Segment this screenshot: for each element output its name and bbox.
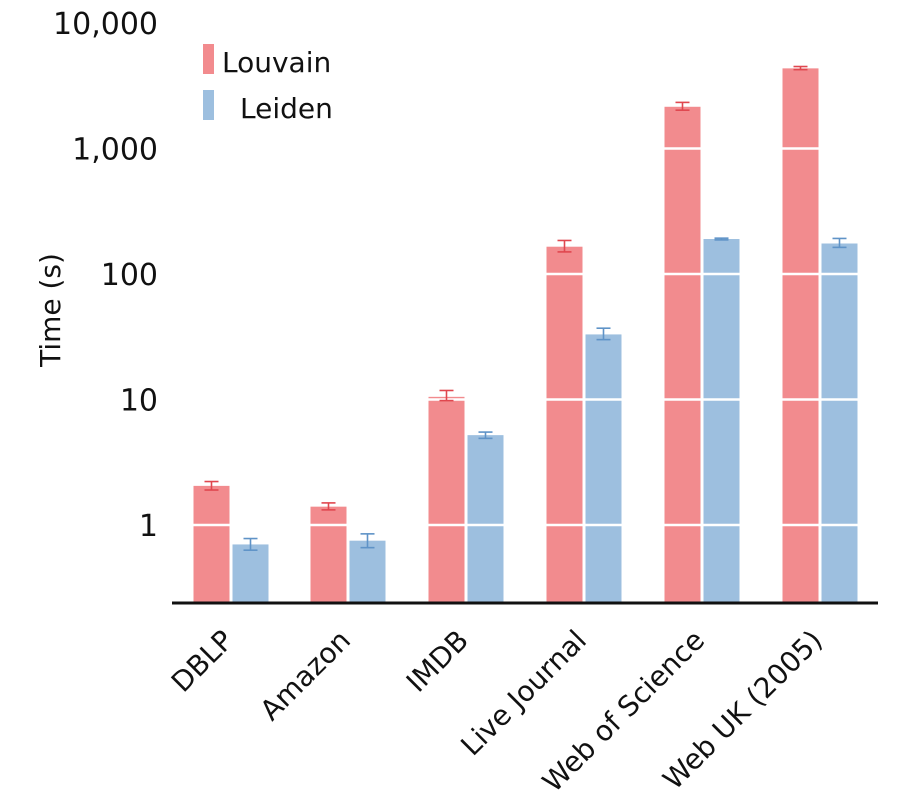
error-bar-louvain-dblp: [204, 480, 219, 491]
x-tick-label-imdb: IMDB: [400, 624, 475, 699]
legend-label-louvain: Louvain: [222, 46, 331, 79]
y-tick-label-10: 10: [120, 384, 158, 419]
error-bar-leiden-web-of-science: [714, 237, 729, 241]
gridlines-layer: [182, 21, 858, 527]
y-tick-label-100: 100: [101, 258, 158, 293]
bar-leiden-dblp: [232, 544, 269, 603]
error-bar-leiden-web-uk-2005: [832, 237, 847, 249]
bar-louvain-web-of-science: [664, 106, 701, 603]
legend: Louvain Leiden: [203, 44, 333, 125]
x-tick-label-amazon: Amazon: [254, 624, 357, 727]
y-tick-labels: 1 10 100 1,000 10,000: [53, 7, 158, 544]
bar-leiden-live-journal: [585, 334, 622, 603]
legend-swatch-louvain: [203, 44, 214, 74]
bar-louvain-web-uk-2005: [782, 68, 819, 603]
y-axis-title: Time (s): [34, 253, 67, 368]
error-bar-leiden-imdb: [478, 431, 493, 440]
bar-leiden-amazon: [349, 540, 386, 603]
error-bar-leiden-live-journal: [596, 327, 611, 341]
bar-louvain-dblp: [193, 485, 230, 603]
error-bars-layer: [204, 65, 847, 551]
y-tick-label-1: 1: [139, 509, 158, 544]
bar-leiden-web-uk-2005: [821, 243, 858, 603]
legend-swatch-leiden: [203, 90, 214, 120]
error-bar-louvain-imdb: [439, 389, 454, 402]
y-tick-label-10000: 10,000: [53, 7, 158, 42]
error-bar-louvain-web-uk-2005: [793, 65, 808, 71]
x-tick-label-dblp: DBLP: [165, 624, 240, 699]
error-bar-louvain-live-journal: [557, 239, 572, 253]
error-bar-leiden-amazon: [360, 533, 375, 549]
legend-label-leiden: Leiden: [240, 92, 333, 125]
bar-louvain-imdb: [428, 396, 465, 603]
bar-leiden-web-of-science: [703, 239, 740, 603]
error-bar-louvain-amazon: [321, 502, 336, 511]
bar-leiden-imdb: [467, 435, 504, 603]
error-bar-leiden-dblp: [243, 537, 258, 551]
bar-louvain-amazon: [310, 506, 347, 603]
error-bar-louvain-web-of-science: [675, 101, 690, 111]
bar-louvain-live-journal: [546, 246, 583, 604]
y-tick-label-1000: 1,000: [72, 133, 158, 168]
bars-layer: [193, 68, 858, 604]
